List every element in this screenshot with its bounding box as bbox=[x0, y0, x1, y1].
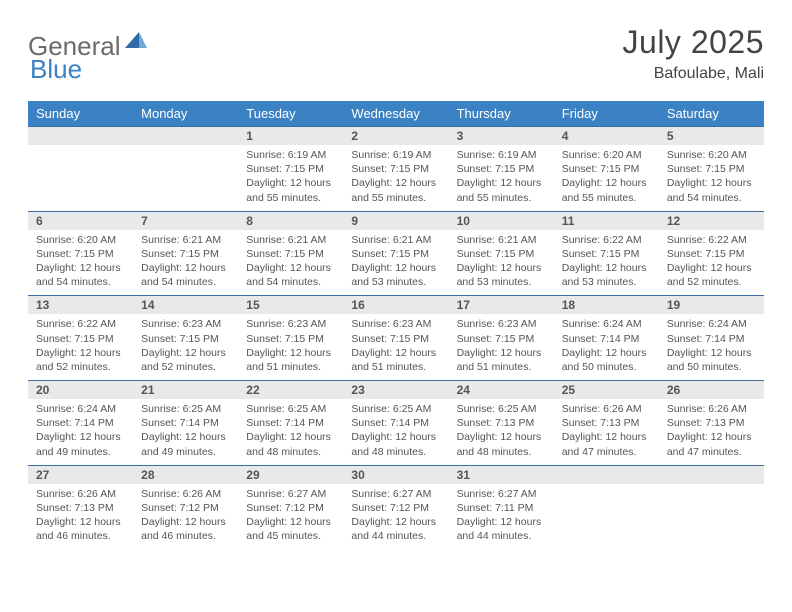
day-content-cell: Sunrise: 6:23 AMSunset: 7:15 PMDaylight:… bbox=[343, 314, 448, 380]
day-content-cell: Sunrise: 6:27 AMSunset: 7:12 PMDaylight:… bbox=[238, 484, 343, 550]
day-number-cell: 2 bbox=[343, 127, 448, 146]
brand-sail-icon bbox=[125, 30, 147, 53]
weekday-header: Saturday bbox=[659, 101, 764, 127]
day-content-cell: Sunrise: 6:21 AMSunset: 7:15 PMDaylight:… bbox=[133, 230, 238, 296]
day-number-cell: 13 bbox=[28, 296, 133, 315]
day-number-cell bbox=[28, 127, 133, 146]
day-number-cell: 10 bbox=[449, 211, 554, 230]
weekday-header: Friday bbox=[554, 101, 659, 127]
day-number-cell: 18 bbox=[554, 296, 659, 315]
brand-text-blue: Blue bbox=[30, 54, 82, 84]
weekday-header: Wednesday bbox=[343, 101, 448, 127]
day-number-cell: 7 bbox=[133, 211, 238, 230]
day-number-cell: 8 bbox=[238, 211, 343, 230]
day-number-cell: 4 bbox=[554, 127, 659, 146]
day-number-row: 13141516171819 bbox=[28, 296, 764, 315]
title-block: July 2025 Bafoulabe, Mali bbox=[623, 24, 764, 83]
day-number-cell: 19 bbox=[659, 296, 764, 315]
day-number-cell: 26 bbox=[659, 381, 764, 400]
day-content-cell bbox=[659, 484, 764, 550]
day-number-row: 12345 bbox=[28, 127, 764, 146]
day-content-cell: Sunrise: 6:26 AMSunset: 7:13 PMDaylight:… bbox=[554, 399, 659, 465]
day-number-cell: 11 bbox=[554, 211, 659, 230]
page-header: General July 2025 Bafoulabe, Mali bbox=[28, 24, 764, 83]
day-content-cell: Sunrise: 6:19 AMSunset: 7:15 PMDaylight:… bbox=[343, 145, 448, 211]
weekday-header: Tuesday bbox=[238, 101, 343, 127]
day-number-row: 6789101112 bbox=[28, 211, 764, 230]
day-number-cell: 12 bbox=[659, 211, 764, 230]
day-content-row: Sunrise: 6:22 AMSunset: 7:15 PMDaylight:… bbox=[28, 314, 764, 380]
day-content-cell: Sunrise: 6:20 AMSunset: 7:15 PMDaylight:… bbox=[659, 145, 764, 211]
day-content-cell: Sunrise: 6:24 AMSunset: 7:14 PMDaylight:… bbox=[28, 399, 133, 465]
day-content-cell bbox=[133, 145, 238, 211]
day-number-cell: 15 bbox=[238, 296, 343, 315]
day-content-row: Sunrise: 6:26 AMSunset: 7:13 PMDaylight:… bbox=[28, 484, 764, 550]
day-number-cell: 20 bbox=[28, 381, 133, 400]
day-number-row: 2728293031 bbox=[28, 465, 764, 484]
day-number-cell bbox=[554, 465, 659, 484]
day-content-cell: Sunrise: 6:21 AMSunset: 7:15 PMDaylight:… bbox=[343, 230, 448, 296]
day-number-cell: 21 bbox=[133, 381, 238, 400]
day-content-cell: Sunrise: 6:27 AMSunset: 7:12 PMDaylight:… bbox=[343, 484, 448, 550]
day-content-cell: Sunrise: 6:20 AMSunset: 7:15 PMDaylight:… bbox=[554, 145, 659, 211]
day-number-cell bbox=[133, 127, 238, 146]
calendar-table: SundayMondayTuesdayWednesdayThursdayFrid… bbox=[28, 101, 764, 549]
day-number-cell: 23 bbox=[343, 381, 448, 400]
day-content-cell: Sunrise: 6:26 AMSunset: 7:13 PMDaylight:… bbox=[28, 484, 133, 550]
brand-blue-wrap: Blue bbox=[30, 54, 82, 85]
day-content-cell: Sunrise: 6:26 AMSunset: 7:12 PMDaylight:… bbox=[133, 484, 238, 550]
day-content-cell: Sunrise: 6:22 AMSunset: 7:15 PMDaylight:… bbox=[554, 230, 659, 296]
day-content-cell: Sunrise: 6:25 AMSunset: 7:13 PMDaylight:… bbox=[449, 399, 554, 465]
day-content-cell: Sunrise: 6:24 AMSunset: 7:14 PMDaylight:… bbox=[554, 314, 659, 380]
day-content-cell: Sunrise: 6:25 AMSunset: 7:14 PMDaylight:… bbox=[238, 399, 343, 465]
day-content-cell: Sunrise: 6:21 AMSunset: 7:15 PMDaylight:… bbox=[449, 230, 554, 296]
day-number-cell: 27 bbox=[28, 465, 133, 484]
calendar-header-row: SundayMondayTuesdayWednesdayThursdayFrid… bbox=[28, 101, 764, 127]
day-number-cell: 6 bbox=[28, 211, 133, 230]
day-content-cell: Sunrise: 6:23 AMSunset: 7:15 PMDaylight:… bbox=[449, 314, 554, 380]
day-number-cell: 31 bbox=[449, 465, 554, 484]
day-number-row: 20212223242526 bbox=[28, 381, 764, 400]
day-content-cell: Sunrise: 6:23 AMSunset: 7:15 PMDaylight:… bbox=[238, 314, 343, 380]
weekday-header: Thursday bbox=[449, 101, 554, 127]
day-content-cell: Sunrise: 6:20 AMSunset: 7:15 PMDaylight:… bbox=[28, 230, 133, 296]
day-content-cell: Sunrise: 6:19 AMSunset: 7:15 PMDaylight:… bbox=[449, 145, 554, 211]
day-number-cell: 30 bbox=[343, 465, 448, 484]
day-number-cell: 17 bbox=[449, 296, 554, 315]
day-content-cell: Sunrise: 6:21 AMSunset: 7:15 PMDaylight:… bbox=[238, 230, 343, 296]
day-content-cell: Sunrise: 6:24 AMSunset: 7:14 PMDaylight:… bbox=[659, 314, 764, 380]
day-number-cell: 29 bbox=[238, 465, 343, 484]
day-content-row: Sunrise: 6:19 AMSunset: 7:15 PMDaylight:… bbox=[28, 145, 764, 211]
calendar-page: General July 2025 Bafoulabe, Mali Blue S… bbox=[0, 0, 792, 573]
day-content-cell bbox=[554, 484, 659, 550]
day-number-cell: 25 bbox=[554, 381, 659, 400]
day-number-cell: 9 bbox=[343, 211, 448, 230]
calendar-body: 12345Sunrise: 6:19 AMSunset: 7:15 PMDayl… bbox=[28, 127, 764, 550]
day-number-cell: 14 bbox=[133, 296, 238, 315]
day-content-cell: Sunrise: 6:22 AMSunset: 7:15 PMDaylight:… bbox=[28, 314, 133, 380]
day-content-cell: Sunrise: 6:19 AMSunset: 7:15 PMDaylight:… bbox=[238, 145, 343, 211]
day-number-cell: 24 bbox=[449, 381, 554, 400]
day-number-cell: 22 bbox=[238, 381, 343, 400]
day-number-cell: 16 bbox=[343, 296, 448, 315]
day-content-cell: Sunrise: 6:26 AMSunset: 7:13 PMDaylight:… bbox=[659, 399, 764, 465]
day-content-cell: Sunrise: 6:25 AMSunset: 7:14 PMDaylight:… bbox=[133, 399, 238, 465]
day-content-row: Sunrise: 6:24 AMSunset: 7:14 PMDaylight:… bbox=[28, 399, 764, 465]
day-content-cell: Sunrise: 6:22 AMSunset: 7:15 PMDaylight:… bbox=[659, 230, 764, 296]
day-number-cell bbox=[659, 465, 764, 484]
location-label: Bafoulabe, Mali bbox=[623, 65, 764, 83]
day-content-cell: Sunrise: 6:25 AMSunset: 7:14 PMDaylight:… bbox=[343, 399, 448, 465]
day-content-row: Sunrise: 6:20 AMSunset: 7:15 PMDaylight:… bbox=[28, 230, 764, 296]
day-number-cell: 1 bbox=[238, 127, 343, 146]
weekday-header: Monday bbox=[133, 101, 238, 127]
day-number-cell: 5 bbox=[659, 127, 764, 146]
month-title: July 2025 bbox=[623, 24, 764, 61]
day-number-cell: 3 bbox=[449, 127, 554, 146]
day-content-cell: Sunrise: 6:27 AMSunset: 7:11 PMDaylight:… bbox=[449, 484, 554, 550]
day-content-cell: Sunrise: 6:23 AMSunset: 7:15 PMDaylight:… bbox=[133, 314, 238, 380]
day-content-cell bbox=[28, 145, 133, 211]
weekday-header: Sunday bbox=[28, 101, 133, 127]
day-number-cell: 28 bbox=[133, 465, 238, 484]
